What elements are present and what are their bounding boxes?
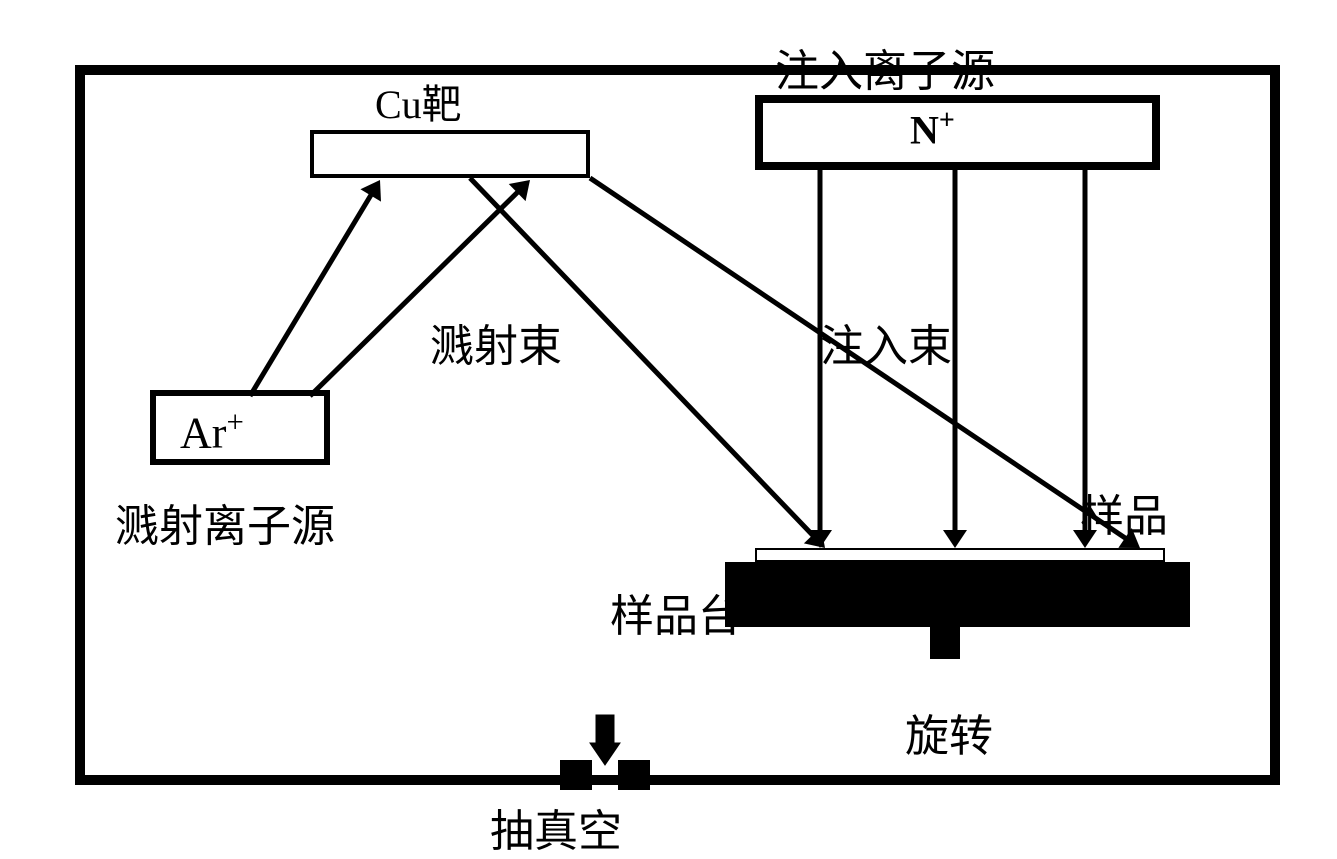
cu-target-box xyxy=(310,130,590,178)
ar-plus-label: Ar+ xyxy=(180,405,244,459)
sample-strip xyxy=(755,548,1165,562)
sputter-beam-label: 溅射束 xyxy=(430,310,562,374)
vacuum-port-left xyxy=(560,760,592,790)
sample-stage-label: 样品台 xyxy=(610,580,742,644)
sputter-ion-source-label: 溅射离子源 xyxy=(115,490,335,554)
rotate-stub xyxy=(930,627,960,659)
n-plus-label: N+ xyxy=(910,105,955,153)
sample-stage-block xyxy=(725,562,1190,627)
rotate-label: 旋转 xyxy=(905,700,993,764)
vacuum-port-right xyxy=(618,760,650,790)
vacuum-label: 抽真空 xyxy=(490,795,622,859)
sample-label: 样品 xyxy=(1080,480,1168,544)
cu-target-label: Cu靶 xyxy=(375,72,462,130)
injection-beam-label: 注入束 xyxy=(820,310,952,374)
injection-ion-source-label: 注入离子源 xyxy=(775,35,995,99)
n-ion-source-box xyxy=(755,95,1160,170)
